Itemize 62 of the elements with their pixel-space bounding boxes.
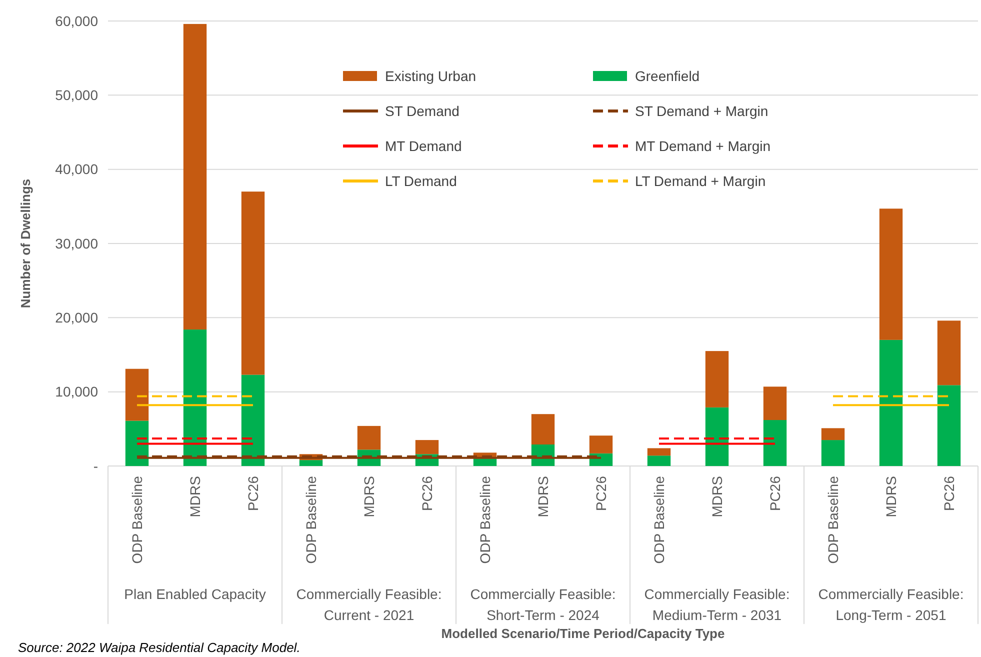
y-tick-label: - bbox=[93, 458, 98, 474]
x-tick-label: ODP Baseline bbox=[476, 476, 493, 564]
legend-label: MT Demand + Margin bbox=[635, 138, 771, 154]
bar bbox=[879, 340, 903, 466]
legend-label: Greenfield bbox=[635, 68, 700, 84]
x-tick-label: PC26 bbox=[418, 476, 435, 512]
x-tick-label: PC26 bbox=[244, 476, 261, 512]
text: Commercially Feasible: Short-Term - 2024 bbox=[470, 586, 616, 623]
legend-label: LT Demand + Margin bbox=[635, 172, 766, 189]
legend-label: ST Demand bbox=[385, 102, 460, 119]
text: Commercially Feasible: Medium-Term - 2031 bbox=[644, 586, 790, 623]
legend-label: Existing Urban bbox=[385, 68, 476, 84]
x-tick-label: PC26 bbox=[766, 476, 783, 512]
bar bbox=[763, 386, 787, 420]
bar bbox=[183, 24, 207, 330]
y-tick-label: 10,000 bbox=[55, 384, 98, 400]
bar bbox=[473, 458, 497, 466]
bar bbox=[241, 192, 265, 375]
x-tick-label: MDRS bbox=[708, 476, 725, 518]
bar bbox=[647, 456, 671, 466]
bar bbox=[821, 440, 845, 466]
bar bbox=[125, 420, 149, 466]
x-tick-label: MDRS bbox=[534, 476, 551, 518]
bar bbox=[879, 208, 903, 340]
text: Plan Enabled Capacity bbox=[124, 586, 266, 602]
y-tick-label: 30,000 bbox=[55, 235, 98, 252]
x-tick-label: PC26 bbox=[940, 476, 957, 512]
y-tick-label: 40,000 bbox=[55, 161, 98, 178]
x-tick-label: MDRS bbox=[186, 476, 203, 518]
y-tick-label: 50,000 bbox=[55, 87, 98, 104]
text: Commercially Feasible: Current - 2021 bbox=[296, 586, 442, 623]
legend-label: MT Demand bbox=[385, 138, 462, 154]
text: Commercially Feasible: Long-Term - 2051 bbox=[818, 586, 964, 623]
y-axis-title: Number of Dwellings bbox=[18, 178, 33, 308]
bar bbox=[589, 436, 613, 454]
bar bbox=[415, 440, 439, 454]
bar bbox=[357, 426, 381, 450]
x-axis-title: Modelled Scenario/Time Period/Capacity Type bbox=[441, 626, 725, 641]
y-tick-label: 20,000 bbox=[55, 310, 98, 326]
x-tick-label: MDRS bbox=[360, 476, 377, 518]
bar bbox=[531, 414, 555, 444]
x-tick-label: ODP Baseline bbox=[302, 476, 319, 564]
x-tick-label: MDRS bbox=[882, 476, 899, 518]
bar bbox=[125, 368, 149, 421]
x-tick-label: ODP Baseline bbox=[650, 476, 667, 564]
bar bbox=[647, 448, 671, 456]
bar bbox=[821, 428, 845, 440]
x-tick-label: ODP Baseline bbox=[128, 476, 145, 564]
bar bbox=[937, 385, 961, 466]
legend-label: LT Demand bbox=[385, 172, 457, 189]
bar bbox=[705, 351, 729, 408]
x-tick-label: PC26 bbox=[592, 476, 609, 512]
bar bbox=[241, 374, 265, 466]
x-tick-label: ODP Baseline bbox=[824, 476, 841, 564]
bar bbox=[937, 320, 961, 386]
source-note: Source: 2022 Waipa Residential Capacity Model. bbox=[18, 640, 300, 655]
bar bbox=[183, 330, 207, 466]
bar bbox=[705, 407, 729, 466]
legend-label: ST Demand + Margin bbox=[635, 102, 768, 119]
y-tick-label: 60,000 bbox=[55, 12, 98, 29]
bar bbox=[763, 420, 787, 466]
bar bbox=[299, 460, 323, 466]
